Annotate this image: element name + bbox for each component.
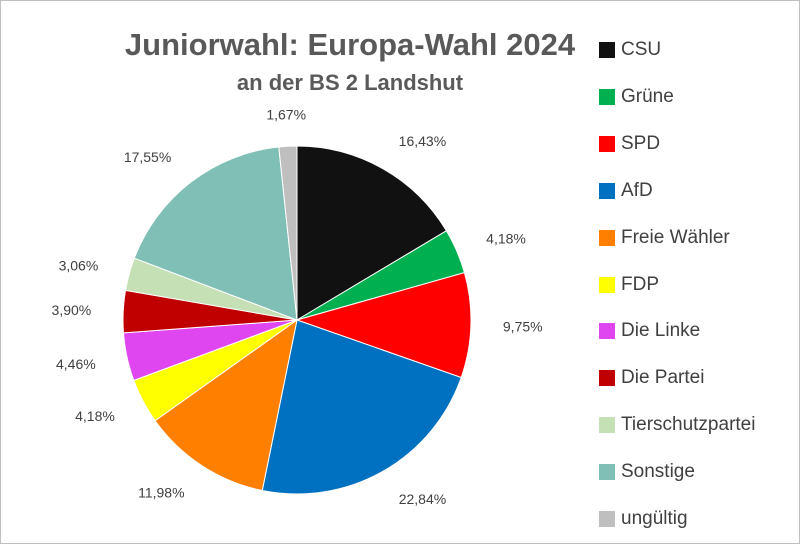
- pie-chart: 16,43% 4,18% 9,75% 22,84% 11,98% 4,18% 4,46% 3,…: [52, 106, 543, 507]
- legend-label: CSU: [621, 39, 662, 60]
- pie-slice-csu: [296, 145, 448, 321]
- legend-swatch: [599, 42, 615, 58]
- data-label-fdp: 4,18%: [75, 408, 115, 424]
- data-label-gruene: 4,18%: [486, 230, 526, 246]
- legend-swatch: [599, 135, 615, 152]
- data-label-freie-waehler: 11,98%: [138, 485, 184, 501]
- legend-label: AfD: [621, 179, 653, 201]
- data-label-sonstige: 17,55%: [124, 149, 171, 165]
- legend-swatch: [599, 229, 615, 246]
- legend-swatch: [599, 511, 615, 527]
- legend-label: Die Linke: [621, 320, 701, 342]
- legend-label: FDP: [621, 273, 659, 295]
- data-label-die-partei: 3,90%: [52, 302, 92, 318]
- pie-slice-spd: [295, 271, 472, 379]
- legend-swatch: [599, 370, 615, 387]
- legend-label: Tierschutzpartei: [621, 414, 756, 436]
- legend-label: Grüne: [621, 85, 674, 107]
- legend-label: Sonstige: [621, 461, 695, 483]
- pie-slice-sonstige: [133, 146, 298, 321]
- data-label-die-linke: 4,46%: [56, 356, 96, 372]
- legend-swatch: [599, 88, 615, 105]
- chart-title: Juniorwahl: Europa-Wahl 2024: [124, 27, 576, 62]
- legend-label: SPD: [621, 132, 661, 154]
- legend-swatch: [599, 182, 615, 199]
- legend-label: ungültig: [621, 508, 688, 529]
- data-label-afd: 22,84%: [399, 491, 446, 507]
- legend-swatch: [599, 276, 615, 293]
- data-label-csu: 16,43%: [399, 133, 446, 149]
- chart-subtitle: an der BS 2 Landshut: [236, 70, 464, 95]
- pie-slice-afd: [261, 319, 462, 495]
- pie-slice-ungueltig: [278, 145, 298, 321]
- data-label-ungueltig: 1,67%: [266, 106, 306, 122]
- legend-swatch: [599, 464, 615, 481]
- pie-slice-freie-waehler: [154, 318, 298, 492]
- legend-swatch: [599, 417, 615, 434]
- legend-swatch: [599, 323, 615, 340]
- legend-label: Freie Wähler: [621, 226, 730, 248]
- data-label-spd: 9,75%: [503, 318, 543, 334]
- data-label-tierschutzpartei: 3,06%: [59, 258, 99, 274]
- legend-label: Die Partei: [621, 367, 705, 389]
